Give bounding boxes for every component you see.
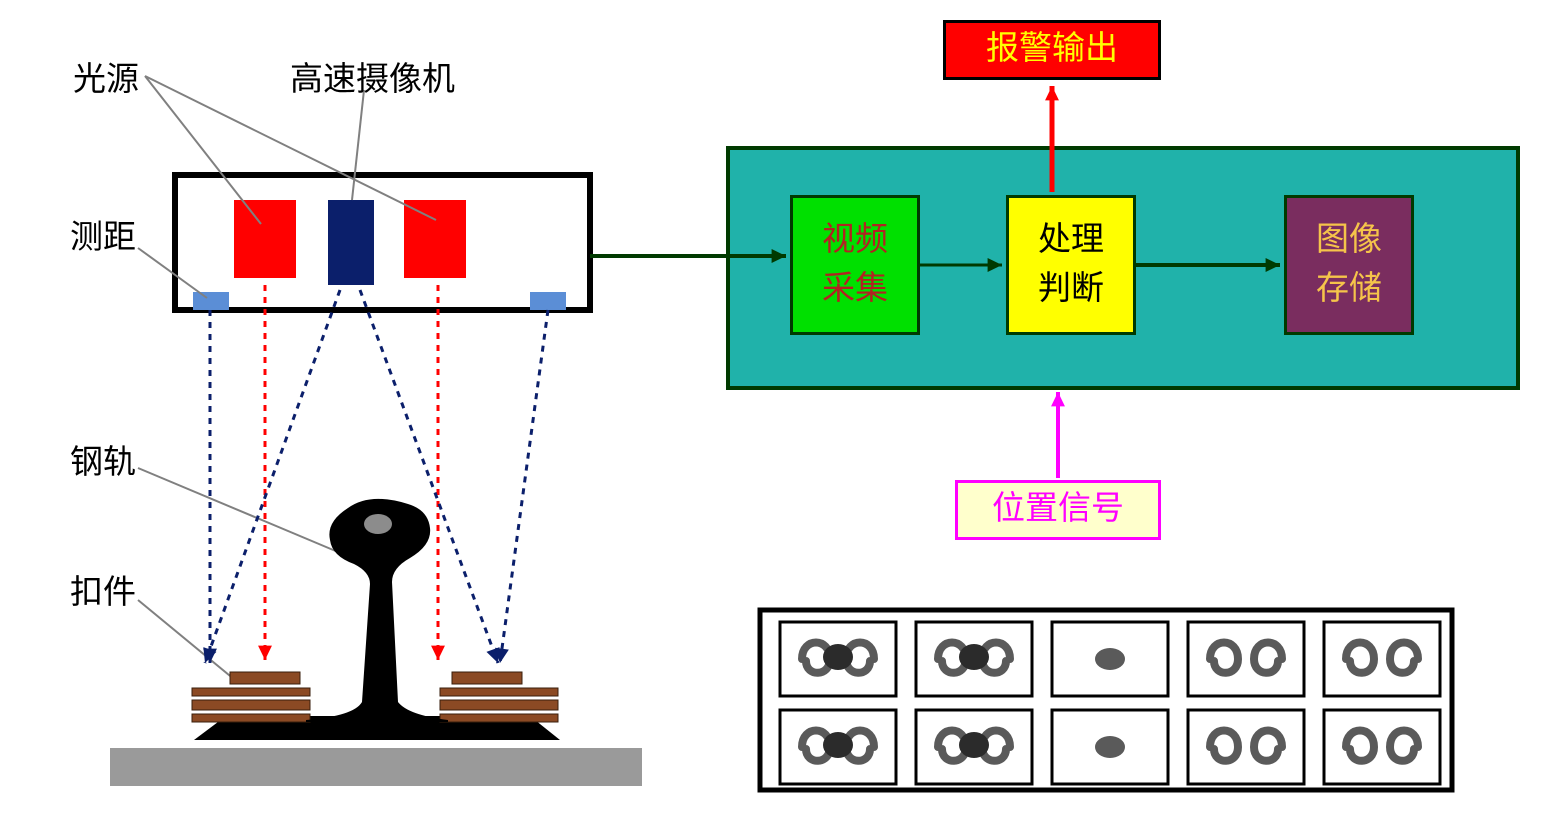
process-node-0-text: 采集 <box>822 265 888 315</box>
fastener-plate-0 <box>192 688 310 696</box>
process-node-2-text: 存储 <box>1316 265 1382 315</box>
flow-arrow-4 <box>1051 392 1065 478</box>
leader-line-5 <box>138 600 235 680</box>
rail-platform <box>110 748 642 786</box>
leader-line-4 <box>138 468 338 552</box>
optical-ray-0 <box>258 285 272 660</box>
process-node-2-text: 图像 <box>1316 216 1382 266</box>
diagram-canvas <box>0 0 1559 830</box>
alarm-output-box: 报警输出 <box>943 20 1161 80</box>
sample-cell-1-0 <box>780 710 896 784</box>
sample-cell-0-3 <box>1188 622 1304 696</box>
label-rail: 钢轨 <box>70 435 136 483</box>
optical-ray-4 <box>203 310 217 663</box>
label-fastener: 扣件 <box>70 565 136 613</box>
rail-highlight <box>364 514 392 534</box>
label-ranging: 测距 <box>70 210 136 258</box>
process-node-1-text: 处理 <box>1038 216 1104 266</box>
light-source-right <box>404 200 466 278</box>
process-node-1: 处理判断 <box>1006 195 1136 335</box>
fastener-plate-6 <box>440 714 558 722</box>
alarm-output-box-text: 报警输出 <box>986 25 1118 75</box>
sample-cell-0-2 <box>1052 622 1168 696</box>
fastener-plate-7 <box>452 672 522 684</box>
fastener-plate-2 <box>192 714 310 722</box>
sample-cell-0-4 <box>1324 622 1440 696</box>
fastener-plate-5 <box>440 700 558 710</box>
process-node-1-text: 判断 <box>1038 265 1104 315</box>
ranger-right <box>530 292 566 310</box>
sample-cell-1-1 <box>916 710 1032 784</box>
sample-cell-1-4 <box>1324 710 1440 784</box>
light-source-left <box>234 200 296 278</box>
ranger-left <box>193 292 229 310</box>
process-node-2: 图像存储 <box>1284 195 1414 335</box>
optical-ray-1 <box>431 285 445 660</box>
optical-ray-5 <box>495 310 548 663</box>
fastener-plate-1 <box>192 700 310 710</box>
optical-ray-2 <box>203 290 340 663</box>
position-signal-box-text: 位置信号 <box>992 485 1124 535</box>
camera <box>328 200 374 285</box>
position-signal-box: 位置信号 <box>955 480 1161 540</box>
sample-cell-1-3 <box>1188 710 1304 784</box>
process-node-0: 视频采集 <box>790 195 920 335</box>
fastener-plate-3 <box>230 672 300 684</box>
sample-cell-1-2 <box>1052 710 1168 784</box>
sample-cell-0-0 <box>780 622 896 696</box>
fastener-plate-4 <box>440 688 558 696</box>
label-light-source: 光源 <box>73 52 139 100</box>
sample-cell-0-1 <box>916 622 1032 696</box>
label-high-speed-camera: 高速摄像机 <box>290 52 455 100</box>
process-node-0-text: 视频 <box>822 216 888 266</box>
